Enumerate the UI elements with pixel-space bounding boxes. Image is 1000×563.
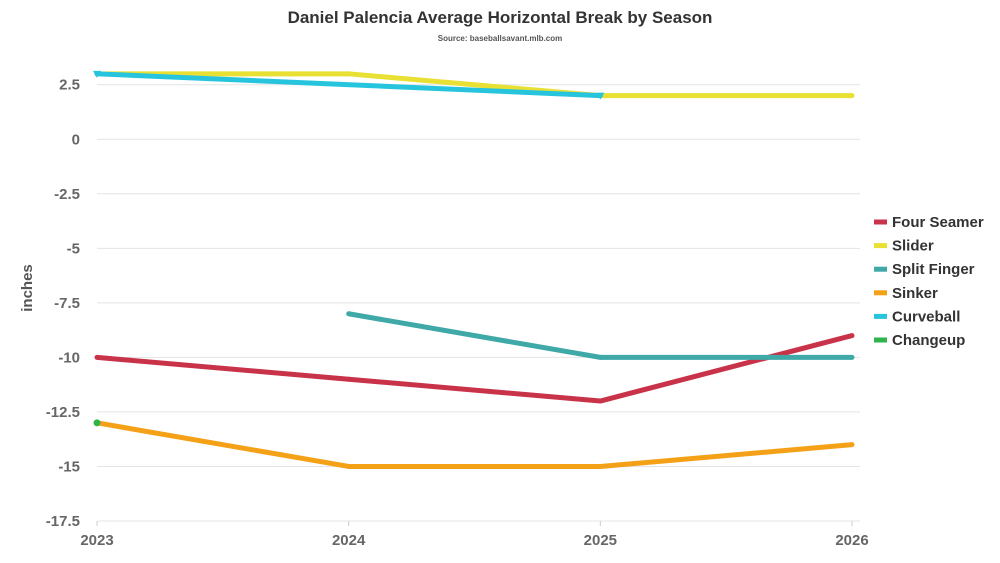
legend-label: Changeup xyxy=(892,332,965,349)
data-point-slider xyxy=(346,71,352,77)
data-point-slider xyxy=(849,93,855,99)
y-axis-label: inches xyxy=(19,264,36,312)
data-point-split-finger xyxy=(849,354,855,360)
series-line-slider xyxy=(97,71,852,99)
data-point-split-finger xyxy=(346,311,352,317)
legend-item-changeup[interactable]: Changeup xyxy=(874,332,965,349)
data-point-four-seamer xyxy=(597,398,603,404)
series-line-four-seamer xyxy=(96,333,853,404)
y-tick-label: 0 xyxy=(72,131,80,148)
series-line-split-finger xyxy=(348,311,852,360)
data-marker-curveball xyxy=(93,70,101,78)
data-point-sinker xyxy=(597,463,603,469)
data-point-four-seamer xyxy=(94,354,100,360)
legend-item-split-finger[interactable]: Split Finger xyxy=(874,261,975,278)
data-point-changeup xyxy=(93,419,101,427)
legend-label: Slider xyxy=(892,238,934,255)
y-tick-label: 2.5 xyxy=(59,77,80,94)
legend-label: Four Seamer xyxy=(892,214,984,231)
legend-label: Sinker xyxy=(892,285,938,302)
legend-item-slider[interactable]: Slider xyxy=(874,238,934,255)
x-tick-label: 2023 xyxy=(80,532,113,549)
x-axis-ticks: 2023 2024 2025 2026 xyxy=(80,521,869,549)
y-tick-label: -12.5 xyxy=(46,404,80,421)
series-lines xyxy=(93,70,855,469)
legend-label: Curveball xyxy=(892,308,960,325)
chart-subtitle: Source: baseballsavant.mlb.com xyxy=(437,34,563,43)
legend-label: Split Finger xyxy=(892,261,975,278)
y-tick-label: -10 xyxy=(58,349,80,366)
data-point-four-seamer xyxy=(346,376,352,382)
legend-item-curveball[interactable]: Curveball xyxy=(874,308,960,325)
legend-item-four-seamer[interactable]: Four Seamer xyxy=(874,214,984,231)
series-line-curveball xyxy=(96,71,601,99)
y-tick-label: -15 xyxy=(58,458,80,475)
data-point-split-finger xyxy=(597,354,603,360)
y-tick-label: -7.5 xyxy=(54,295,80,312)
legend[interactable]: Four Seamer Slider Split Finger Sinker Curve… xyxy=(874,214,984,349)
y-axis-ticks: 2.5 0 -2.5 -5 -7.5 -10 -12.5 -15 -17.5 xyxy=(46,77,80,530)
data-point-sinker xyxy=(849,442,855,448)
x-tick-label: 2025 xyxy=(584,532,617,549)
series-line-sinker xyxy=(96,420,853,469)
x-tick-label: 2026 xyxy=(835,532,868,549)
legend-item-sinker[interactable]: Sinker xyxy=(874,285,938,302)
y-tick-label: -2.5 xyxy=(54,186,80,203)
chart-title: Daniel Palencia Average Horizontal Break… xyxy=(287,8,713,27)
x-tick-label: 2024 xyxy=(332,532,366,549)
y-tick-label: -5 xyxy=(67,240,80,257)
data-point-four-seamer xyxy=(849,333,855,339)
data-marker-curveball xyxy=(596,92,605,100)
data-point-sinker xyxy=(346,463,352,469)
grid-lines xyxy=(96,84,860,526)
y-tick-label: -17.5 xyxy=(46,513,80,530)
